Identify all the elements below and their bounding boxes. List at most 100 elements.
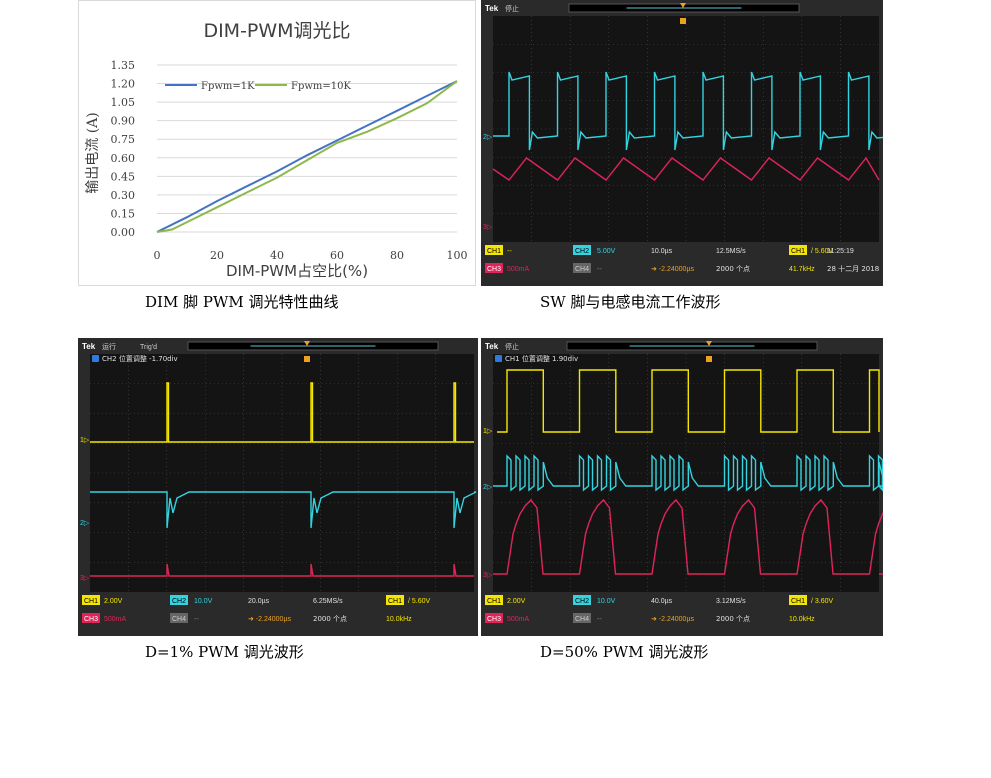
x-tick-label: 40	[270, 249, 284, 262]
legend-label-1: Fpwm=1K	[201, 81, 255, 92]
ch3-marker: 3▷	[80, 575, 90, 582]
trig-status: Trig'd	[140, 344, 157, 351]
channel-badge-label: CH4	[575, 266, 589, 273]
trigger-source: CH1	[791, 248, 805, 255]
ch2-trace	[90, 491, 477, 529]
ch2-marker: 2▷	[483, 484, 493, 491]
channel-badge	[485, 245, 503, 255]
info-message: CH2 位置调整 -1.70div	[102, 354, 178, 363]
x-tick-label: 80	[390, 249, 404, 262]
caption-scope2: D=1% PWM 调光波形	[145, 643, 304, 661]
channel-badge	[170, 613, 188, 623]
sample-rate: 6.25MS/s	[313, 598, 343, 605]
info-icon	[92, 355, 99, 362]
trigger-source: CH1	[791, 598, 805, 605]
trigger-t-icon	[680, 18, 686, 24]
trigger-frequency: 10.0kHz	[789, 616, 815, 623]
trigger-level: / 5.60V	[408, 598, 431, 605]
y-tick-label: 1.35	[111, 59, 136, 72]
ch3-trace	[493, 498, 883, 575]
clock-date: 28 十二月 2018	[827, 264, 879, 273]
caption-chart: DIM 脚 PWM 调光特性曲线	[145, 293, 339, 311]
trigger-frequency: 41.7kHz	[789, 266, 815, 273]
timebase: 20.0µs	[248, 598, 270, 605]
channel-badge-label: CH2	[575, 248, 589, 255]
y-tick-label: 0.45	[111, 170, 136, 183]
channel-badge-label: CH3	[84, 616, 98, 623]
chart-canvas: DIM-PWM调光比 0.00 0.15 0.30 0.45 0.60 0.75 0.90 1.…	[85, 20, 468, 280]
channel-scale: 10.0V	[194, 598, 213, 605]
record-length: 2000 个点	[313, 615, 347, 623]
channel-scale: --	[597, 616, 602, 623]
channel-badge-label: CH4	[575, 616, 589, 623]
x-tick-label: 100	[447, 249, 468, 262]
timebase: 10.0µs	[651, 248, 673, 255]
channel-scale: 500mA	[507, 616, 530, 623]
channel-scale: --	[507, 248, 512, 255]
channel-badge	[485, 613, 503, 623]
trigger-marker-top	[706, 341, 712, 346]
ch3-trace	[492, 156, 880, 181]
info-message: CH1 位置调整 1.90div	[505, 354, 578, 363]
channel-scale: 10.0V	[597, 598, 616, 605]
trigger-t-icon	[706, 356, 712, 362]
record-length: 2000 个点	[716, 265, 750, 273]
timebase: 40.0µs	[651, 598, 673, 605]
info-icon	[495, 355, 502, 362]
series-line-2	[156, 80, 458, 233]
ch2-trace	[493, 71, 883, 151]
channel-badge	[485, 595, 503, 605]
trigger-marker-top	[680, 3, 686, 8]
acq-state: 停止	[505, 342, 519, 351]
y-tick-label: 0.00	[111, 226, 136, 239]
channel-badge-label: CH4	[172, 616, 186, 623]
channel-scale: --	[194, 616, 199, 623]
trigger-source-badge	[386, 595, 404, 605]
channel-badge-label: CH1	[487, 248, 501, 255]
channel-badge-label: CH3	[487, 266, 501, 273]
horizontal-offset: ➜ -2.24000µs	[248, 616, 291, 623]
ch2-trace	[493, 454, 883, 492]
channel-scale: --	[597, 266, 602, 273]
trigger-frequency: 10.0kHz	[386, 616, 412, 623]
series-line-1	[156, 80, 458, 233]
tek-logo: Tek	[485, 342, 499, 351]
x-axis-label: DIM-PWM占空比(%)	[226, 262, 368, 280]
channel-badge-label: CH2	[575, 598, 589, 605]
trigger-source-badge	[789, 595, 807, 605]
y-tick-label: 0.60	[111, 152, 136, 165]
sample-rate: 3.12MS/s	[716, 598, 746, 605]
ch1-marker: 1▷	[483, 428, 493, 435]
y-tick-label: 0.75	[111, 133, 136, 146]
tek-logo: Tek	[82, 342, 96, 351]
ch3-marker: 3▷	[483, 224, 493, 231]
caption-scope1: SW 脚与电感电流工作波形	[540, 293, 721, 311]
channel-badge	[82, 613, 100, 623]
trigger-level: / 5.60V	[811, 248, 834, 255]
y-tick-label: 0.30	[111, 189, 136, 202]
y-tick-label: 1.05	[111, 96, 136, 109]
chart-title: DIM-PWM调光比	[203, 20, 350, 42]
y-tick-label: 1.20	[111, 78, 136, 91]
x-tick-label: 60	[330, 249, 344, 262]
channel-badge-label: CH1	[84, 598, 98, 605]
scope3-screen: Tek 停止 CH1 位置调整 1.90div 1▷ 2▷ 3▷ CH1 2.00V CH2 10…	[481, 338, 883, 636]
scope1-screen: Tek 停止 2▷ 3▷ CH1 -- CH2 5.00V CH3 500mA CH4 -- 10.0µ…	[481, 0, 883, 286]
channel-badge	[573, 245, 591, 255]
ch2-marker: 2▷	[80, 520, 90, 527]
clock-time: 11:25:19	[827, 248, 854, 255]
trigger-level: / 3.60V	[811, 598, 834, 605]
scope-d1: Tek 运行 Trig'd CH2 位置调整 -1.70div 1▷ 2▷ 3▷ CH1 2.0…	[78, 338, 478, 636]
x-tick-label: 20	[210, 249, 224, 262]
legend-label-2: Fpwm=10K	[291, 81, 351, 92]
channel-badge-label: CH2	[172, 598, 186, 605]
channel-badge	[485, 263, 503, 273]
trigger-source-badge	[789, 245, 807, 255]
channel-badge	[82, 595, 100, 605]
acq-state: 运行	[102, 342, 116, 351]
trigger-marker-top	[304, 341, 310, 346]
channel-badge	[573, 263, 591, 273]
channel-badge	[170, 595, 188, 605]
channel-scale: 2.00V	[104, 598, 123, 605]
x-tick-label: 0	[154, 249, 161, 262]
